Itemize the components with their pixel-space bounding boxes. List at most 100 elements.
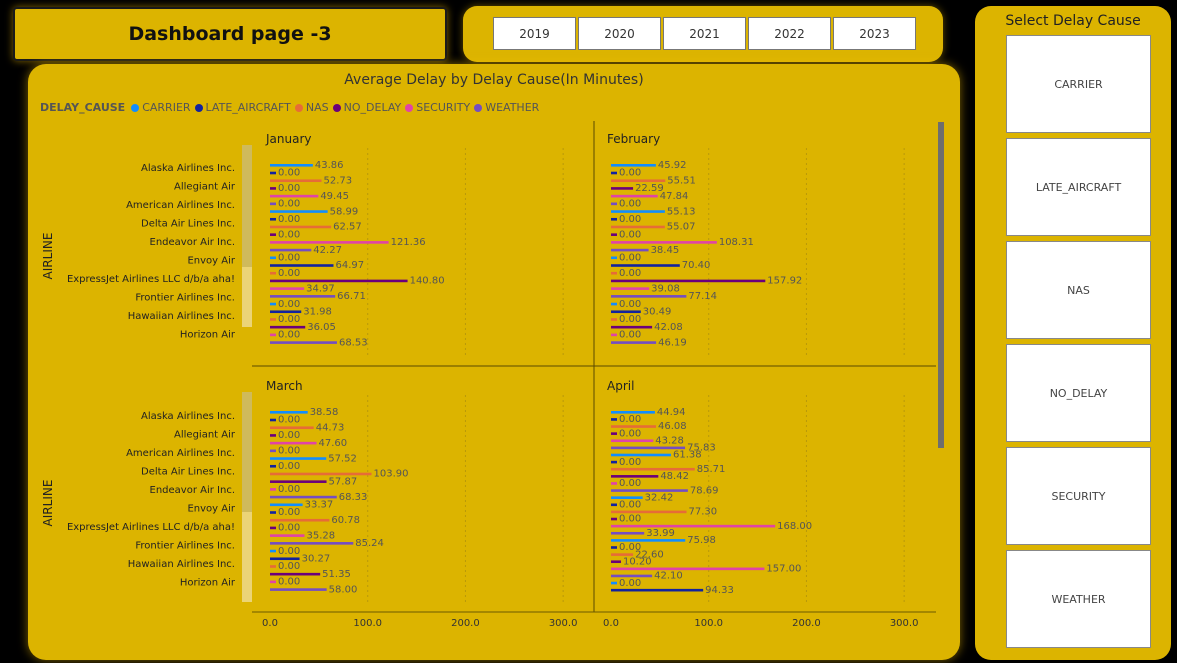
bar — [270, 488, 276, 491]
data-label: 0.00 — [278, 314, 300, 325]
year-button-2021[interactable]: 2021 — [663, 17, 746, 50]
legend-item-late-aircraft[interactable]: LATE_AIRCRAFT — [194, 101, 291, 114]
data-label: 77.30 — [689, 507, 718, 518]
bar — [611, 503, 617, 507]
legend-label: WEATHER — [485, 101, 540, 114]
legend-item-nas[interactable]: NAS — [294, 101, 329, 114]
data-label: 0.00 — [278, 577, 300, 588]
bar — [611, 496, 643, 499]
bar — [270, 588, 327, 591]
bar — [611, 574, 653, 578]
bar — [611, 524, 776, 528]
data-label: 0.00 — [619, 268, 641, 279]
legend-item-carrier[interactable]: CARRIER — [131, 101, 191, 114]
bar — [611, 425, 657, 428]
data-label: 0.00 — [278, 183, 300, 194]
data-label: 51.35 — [322, 569, 351, 580]
bar — [611, 202, 617, 206]
x-tick-label: 200.0 — [792, 618, 821, 629]
bar — [611, 517, 617, 521]
legend-dot — [332, 103, 341, 112]
data-label: 62.57 — [333, 222, 362, 233]
bar — [270, 480, 327, 483]
data-label: 0.00 — [278, 523, 300, 534]
airline-label: Envoy Air — [187, 256, 235, 267]
bar — [611, 256, 617, 260]
legend-item-security[interactable]: SECURITY — [405, 101, 470, 114]
data-label: 0.00 — [278, 299, 300, 310]
legend-label: NAS — [305, 101, 329, 114]
legend-dot — [405, 103, 414, 112]
bar — [270, 302, 276, 306]
legend-label: SECURITY — [416, 101, 471, 114]
airline-label: Frontier Airlines Inc. — [135, 541, 235, 552]
data-label: 78.69 — [690, 485, 719, 496]
bar — [270, 526, 276, 530]
year-button-2022[interactable]: 2022 — [748, 17, 831, 50]
bar — [611, 248, 649, 252]
bar — [611, 531, 645, 535]
airline-label: Delta Air Lines Inc. — [141, 467, 235, 478]
data-label: 36.05 — [307, 322, 336, 333]
year-button-2019[interactable]: 2019 — [493, 17, 576, 50]
data-label: 44.73 — [316, 422, 345, 433]
data-label: 0.00 — [619, 414, 641, 425]
data-label: 0.00 — [278, 168, 300, 179]
legend-item-no-delay[interactable]: NO_DELAY — [332, 101, 402, 114]
data-label: 46.19 — [658, 337, 687, 348]
year-button-2020[interactable]: 2020 — [578, 17, 661, 50]
data-label: 0.00 — [278, 561, 300, 572]
bar — [270, 271, 276, 275]
data-label: 31.98 — [303, 306, 332, 317]
panel-month-title: February — [607, 132, 660, 146]
data-label: 0.00 — [278, 253, 300, 264]
bar — [270, 542, 354, 545]
bar — [611, 333, 617, 337]
legend-item-weather[interactable]: WEATHER — [474, 101, 539, 114]
bar — [270, 464, 276, 468]
data-label: 121.36 — [391, 237, 426, 248]
data-label: 30.49 — [643, 306, 672, 317]
bar — [611, 310, 641, 314]
row-scroll-thumb — [242, 392, 252, 512]
bar — [270, 411, 308, 414]
legend-title: DELAY_CAUSE — [40, 101, 126, 114]
legend-label: NO_DELAY — [343, 101, 402, 114]
bar — [611, 341, 657, 344]
data-label: 47.84 — [660, 191, 689, 202]
bar — [270, 457, 327, 460]
data-label: 34.97 — [306, 283, 335, 294]
cause-button-late-aircraft[interactable]: LATE_AIRCRAFT — [1006, 138, 1151, 236]
cause-button-weather[interactable]: WEATHER — [1006, 550, 1151, 648]
data-label: 0.00 — [278, 330, 300, 341]
airline-label: American Airlines Inc. — [126, 448, 235, 459]
bar — [611, 411, 655, 414]
data-label: 168.00 — [777, 521, 812, 532]
bar — [270, 318, 276, 321]
data-label: 57.52 — [328, 453, 357, 464]
panel-month-title: March — [266, 379, 303, 393]
cause-button-security[interactable]: SECURITY — [1006, 447, 1151, 545]
data-label: 0.00 — [278, 199, 300, 210]
bar — [270, 572, 321, 576]
bar — [611, 553, 634, 556]
data-label: 42.27 — [313, 245, 342, 256]
bar — [270, 295, 336, 298]
cause-button-nas[interactable]: NAS — [1006, 241, 1151, 339]
chart-panel: Average Delay by Delay Cause(In Minutes)… — [28, 64, 960, 660]
data-label: 58.99 — [330, 206, 359, 217]
cause-button-no-delay[interactable]: NO_DELAY — [1006, 344, 1151, 442]
bar — [611, 581, 617, 585]
bar — [270, 171, 276, 175]
bar — [611, 279, 766, 283]
data-label: 0.00 — [619, 299, 641, 310]
data-label: 33.37 — [305, 500, 334, 511]
bar — [270, 279, 408, 283]
data-label: 30.27 — [302, 553, 331, 564]
bar — [611, 171, 617, 175]
data-label: 0.00 — [619, 457, 641, 468]
bar — [611, 241, 717, 244]
bar — [611, 439, 654, 443]
cause-button-carrier[interactable]: CARRIER — [1006, 35, 1151, 133]
year-button-2023[interactable]: 2023 — [833, 17, 916, 50]
